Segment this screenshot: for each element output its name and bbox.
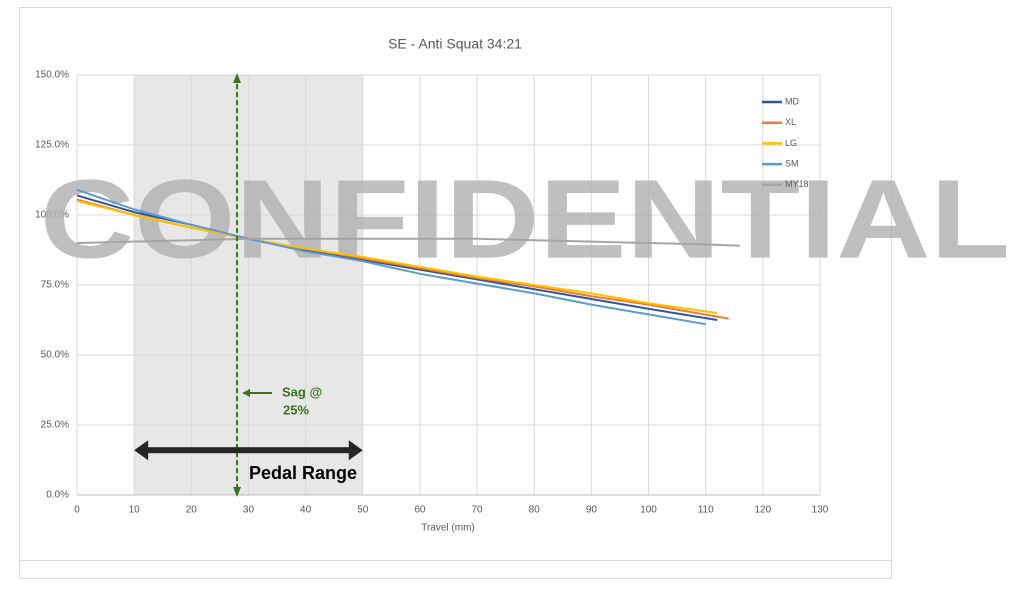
arrowhead [233, 73, 242, 83]
pedal-label: Pedal Range [249, 463, 357, 483]
y-tick-label: 0.0% [46, 490, 69, 501]
legend-label: SM [785, 158, 799, 168]
watermark: CONFIDENTIAL [40, 157, 1010, 282]
sag-label: Sag @ [282, 384, 322, 399]
y-tick-label: 125.0% [35, 140, 69, 151]
x-tick-label: 90 [586, 505, 598, 516]
series-line [76, 237, 741, 247]
x-tick-label: 30 [243, 505, 255, 516]
legend-label: XL [785, 117, 796, 127]
legend-label: MY18 [785, 179, 809, 189]
x-tick-label: 60 [414, 505, 426, 516]
x-tick-label: 120 [755, 505, 772, 516]
arrowhead [242, 389, 250, 397]
sag-label: 25% [283, 402, 309, 417]
pedal-arrow [144, 447, 353, 454]
x-tick-label: 100 [640, 505, 657, 516]
x-tick-label: 40 [300, 505, 312, 516]
y-tick-label: 100.0% [35, 210, 69, 221]
series-line [76, 200, 718, 314]
x-tick-label: 130 [812, 505, 829, 516]
chart-title: SE - Anti Squat 34:21 [388, 36, 522, 52]
y-tick-label: 150.0% [35, 70, 69, 81]
y-tick-label: 25.0% [41, 420, 69, 431]
series-line [76, 188, 706, 326]
x-tick-label: 50 [357, 505, 369, 516]
x-tick-label: 0 [74, 505, 80, 516]
x-tick-label: 70 [472, 505, 484, 516]
arrowhead [233, 487, 242, 497]
arrowhead [134, 440, 149, 461]
y-tick-label: 75.0% [41, 280, 69, 291]
arrowhead [348, 440, 363, 461]
x-tick-label: 10 [129, 505, 141, 516]
legend-label: LG [785, 138, 797, 148]
y-tick-label: 50.0% [41, 350, 69, 361]
x-tick-label: 110 [698, 505, 714, 516]
x-tick-label: 20 [186, 505, 198, 516]
plot: 0.0% 25.0% 50.0% 75.0% 100.0% 125.0% 150.0% 0 10… [35, 70, 1010, 516]
x-tick-label: 80 [529, 505, 541, 516]
x-axis-label: Travel (mm) [421, 523, 475, 534]
legend-label: MD [785, 96, 799, 106]
